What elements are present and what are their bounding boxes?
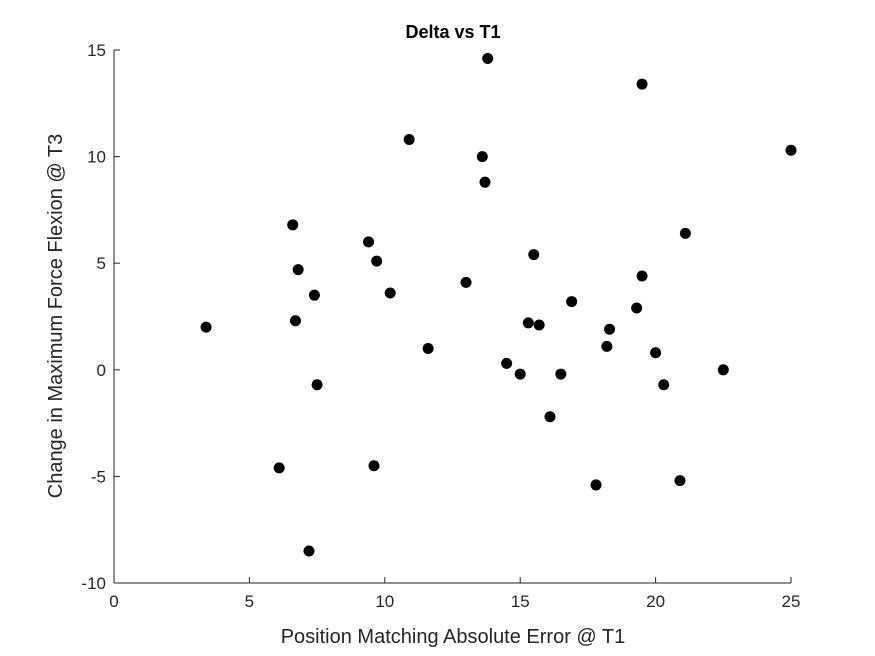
data-point — [287, 219, 299, 231]
ticks: 0 5 10 15 20 25 -10 -5 0 5 10 15 — [81, 41, 800, 611]
data-point — [303, 545, 315, 557]
data-point — [528, 249, 540, 261]
data-point — [311, 379, 323, 391]
x-axis-title: Position Matching Absolute Error @ T1 — [281, 626, 626, 648]
data-point — [476, 151, 488, 163]
data-point — [460, 276, 472, 288]
x-tick-label: 0 — [109, 592, 118, 611]
x-tick-label: 10 — [375, 592, 394, 611]
data-point — [479, 176, 491, 188]
data-point — [289, 315, 301, 327]
data-point — [522, 317, 534, 329]
data-point — [384, 287, 396, 299]
data-point — [363, 236, 375, 248]
data-point — [658, 379, 670, 391]
x-tick-label: 15 — [511, 592, 530, 611]
x-tick-label: 25 — [782, 592, 801, 611]
axes — [113, 50, 791, 584]
data-point — [482, 53, 494, 65]
data-point — [371, 255, 383, 267]
data-point — [717, 364, 729, 376]
data-point — [555, 368, 567, 380]
y-tick-label: 10 — [87, 148, 106, 167]
data-point — [631, 302, 643, 314]
data-point — [403, 134, 415, 146]
x-tick-label: 20 — [646, 592, 665, 611]
data-point — [273, 462, 285, 474]
data-points — [200, 53, 797, 557]
data-point — [544, 411, 556, 423]
y-tick-label: -5 — [91, 467, 106, 486]
data-point — [308, 289, 320, 301]
y-axis-title: Change in Maximum Force Flexion @ T3 — [45, 134, 67, 499]
data-point — [566, 296, 578, 308]
y-tick-label: 5 — [97, 254, 106, 273]
data-point — [679, 227, 691, 239]
x-tick-label: 5 — [245, 592, 254, 611]
data-point — [674, 475, 686, 487]
data-point — [590, 479, 602, 491]
data-point — [636, 270, 648, 282]
data-point — [501, 357, 513, 369]
data-point — [785, 144, 797, 156]
y-tick-label: 15 — [87, 41, 106, 60]
data-point — [601, 340, 613, 352]
data-point — [200, 321, 212, 333]
data-point — [368, 460, 380, 472]
data-point — [650, 347, 662, 359]
data-point — [533, 319, 545, 331]
data-point — [604, 323, 616, 335]
data-point — [292, 264, 304, 276]
chart-title: Delta vs T1 — [405, 22, 500, 42]
data-point — [514, 368, 526, 380]
y-tick-label: 0 — [97, 361, 106, 380]
data-point — [422, 342, 434, 354]
data-point — [636, 78, 648, 90]
y-tick-label: -10 — [81, 574, 106, 593]
